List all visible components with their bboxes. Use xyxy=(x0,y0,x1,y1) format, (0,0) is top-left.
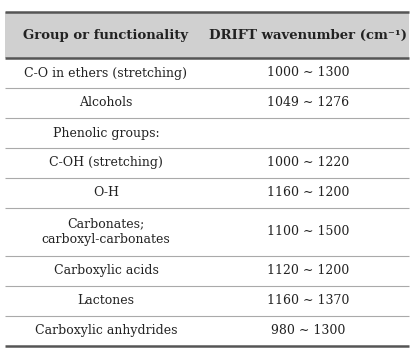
Text: 1100 ∼ 1500: 1100 ∼ 1500 xyxy=(266,226,348,238)
Text: Carboxylic anhydrides: Carboxylic anhydrides xyxy=(35,324,177,338)
Text: Group or functionality: Group or functionality xyxy=(24,29,188,42)
Text: 1160 ∼ 1200: 1160 ∼ 1200 xyxy=(266,187,348,199)
Text: 1000 ∼ 1220: 1000 ∼ 1220 xyxy=(266,156,348,169)
Text: Alcohols: Alcohols xyxy=(79,97,132,110)
Bar xyxy=(5,12,408,58)
Text: Phenolic groups:: Phenolic groups: xyxy=(52,126,159,140)
Text: C-O in ethers (stretching): C-O in ethers (stretching) xyxy=(24,67,187,79)
Text: Carboxylic acids: Carboxylic acids xyxy=(53,265,158,277)
Text: O-H: O-H xyxy=(93,187,119,199)
Text: DRIFT wavenumber (cm⁻¹): DRIFT wavenumber (cm⁻¹) xyxy=(209,29,406,42)
Text: C-OH (stretching): C-OH (stretching) xyxy=(49,156,163,169)
Text: 980 ∼ 1300: 980 ∼ 1300 xyxy=(270,324,344,338)
Text: 1000 ∼ 1300: 1000 ∼ 1300 xyxy=(266,67,349,79)
Text: Lactones: Lactones xyxy=(77,295,134,308)
Text: Carbonates;
carboxyl-carbonates: Carbonates; carboxyl-carbonates xyxy=(42,218,170,247)
Text: 1120 ∼ 1200: 1120 ∼ 1200 xyxy=(266,265,348,277)
Text: 1049 ∼ 1276: 1049 ∼ 1276 xyxy=(266,97,348,110)
Text: 1160 ∼ 1370: 1160 ∼ 1370 xyxy=(266,295,348,308)
